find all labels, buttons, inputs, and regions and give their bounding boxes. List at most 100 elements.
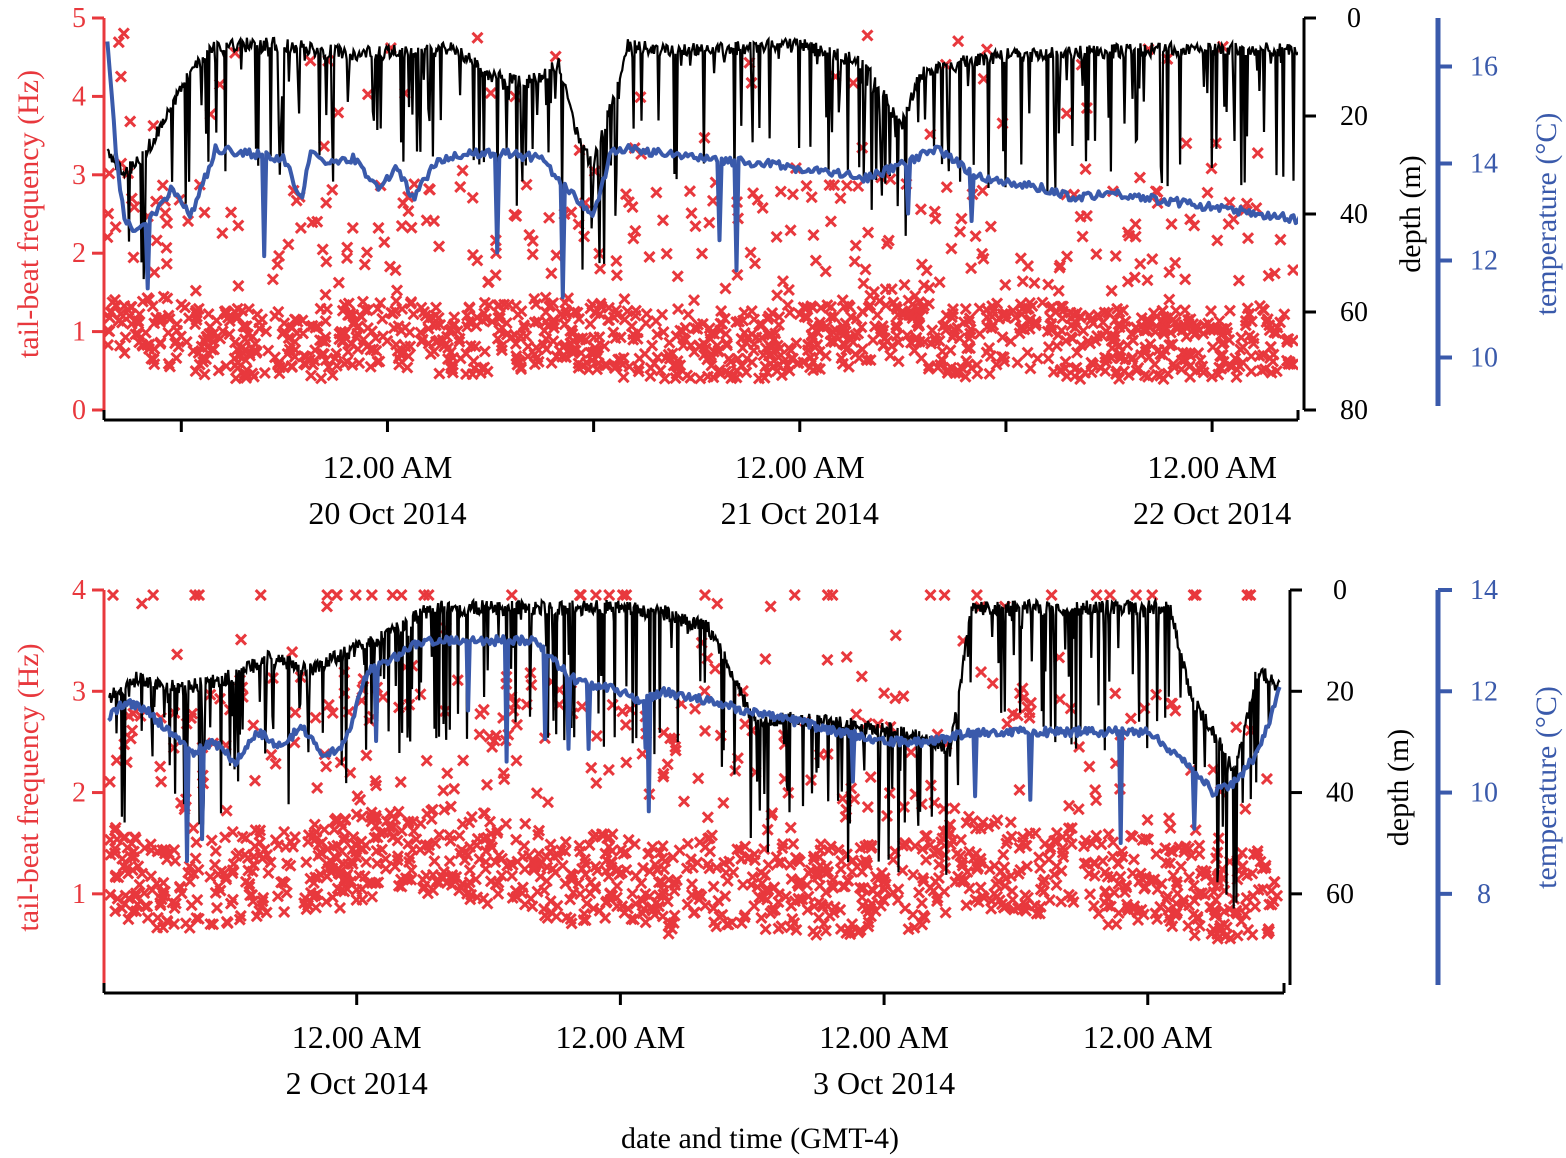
frequency-tick-label: 3 (72, 676, 86, 707)
frequency-point (1174, 860, 1188, 873)
frequency-point (698, 685, 711, 698)
frequency-point (1053, 261, 1066, 274)
frequency-point (832, 843, 845, 857)
frequency-point (972, 895, 985, 908)
frequency-point (161, 217, 174, 230)
frequency-point (1183, 347, 1196, 361)
frequency-point (1244, 589, 1257, 602)
frequency-point (972, 861, 985, 874)
frequency-point (1068, 370, 1081, 383)
frequency-point (1245, 350, 1258, 363)
frequency-point (918, 911, 931, 924)
frequency-point (251, 308, 264, 321)
frequency-point (405, 873, 418, 886)
frequency-point (1261, 313, 1274, 326)
temperature-axis: 8 10 12 14 temperature (°C) (1435, 575, 1563, 985)
frequency-point (489, 729, 503, 742)
frequency-point (1235, 846, 1249, 860)
frequency-point (605, 844, 619, 857)
depth-tick-label: 40 (1326, 778, 1354, 809)
frequency-point (1060, 250, 1074, 263)
frequency-point (441, 767, 454, 780)
frequency-point (705, 829, 719, 842)
frequency-point (891, 894, 904, 907)
frequency-point (584, 887, 597, 900)
frequency-point (643, 250, 656, 264)
frequency-point (620, 589, 633, 602)
frequency-point (1263, 898, 1276, 911)
frequency-point (980, 346, 993, 359)
frequency-point (599, 358, 612, 371)
frequency-point (227, 858, 240, 871)
frequency-point (119, 331, 132, 344)
frequency-point (983, 367, 996, 380)
depth-series-line (108, 597, 1281, 909)
frequency-point (420, 214, 433, 227)
frequency-point (310, 832, 323, 845)
frequency-point (1083, 309, 1096, 322)
depth-tick-label: 20 (1326, 676, 1354, 707)
frequency-point (689, 702, 702, 715)
frequency-point (545, 267, 558, 280)
frequency-point (629, 224, 642, 238)
frequency-point (806, 301, 819, 314)
frequency-point (326, 369, 339, 382)
frequency-point (197, 355, 210, 368)
frequency-point (377, 826, 390, 839)
frequency-point (933, 334, 946, 347)
frequency-point (1044, 841, 1057, 854)
frequency-point (1096, 854, 1109, 867)
frequency-point (1188, 219, 1201, 232)
frequency-point (1167, 869, 1180, 882)
frequency-point (879, 299, 892, 312)
frequency-point (309, 344, 322, 357)
frequency-point (386, 830, 399, 844)
frequency-point (693, 340, 706, 353)
frequency-point (819, 349, 832, 362)
frequency-point (1109, 367, 1123, 380)
frequency-point (432, 240, 446, 253)
temperature-tick-label: 10 (1470, 778, 1498, 809)
frequency-point (918, 335, 931, 349)
frequency-point (843, 300, 856, 314)
frequency-point (701, 370, 714, 383)
frequency-point (766, 306, 779, 320)
frequency-point (1042, 278, 1055, 291)
frequency-point (759, 923, 772, 936)
frequency-point (148, 266, 161, 279)
frequency-point (656, 214, 670, 227)
frequency-point (234, 633, 248, 646)
frequency-point (371, 302, 384, 315)
frequency-point (505, 869, 519, 883)
frequency-point (824, 215, 837, 228)
frequency-point (384, 807, 397, 820)
frequency-point (1211, 234, 1224, 247)
frequency-point (127, 707, 140, 720)
frequency-point (320, 895, 333, 908)
frequency-point (320, 196, 333, 209)
frequency-point (862, 226, 875, 239)
frequency-point (988, 859, 1001, 872)
frequency-point (834, 192, 847, 205)
frequency-point (996, 331, 1009, 344)
frequency-point (1055, 324, 1068, 337)
frequency-point (1090, 794, 1103, 807)
frequency-point (781, 359, 794, 372)
frequency-point (564, 324, 577, 337)
frequency-point (1021, 346, 1034, 359)
frequency-point (167, 918, 181, 931)
frequency-point (522, 340, 535, 353)
frequency-point (976, 184, 989, 197)
frequency-point (671, 270, 684, 283)
frequency-point (273, 249, 286, 262)
frequency-point (727, 866, 740, 879)
frequency-point (677, 795, 691, 808)
frequency-point (254, 824, 267, 837)
frequency-point (1149, 325, 1162, 338)
frequency-point (1116, 850, 1129, 863)
frequency-point (1163, 266, 1176, 279)
frequency-point (948, 802, 961, 815)
time-tick-label: 12.00 AM (323, 449, 453, 485)
frequency-point (540, 874, 553, 888)
frequency-point (144, 838, 157, 851)
